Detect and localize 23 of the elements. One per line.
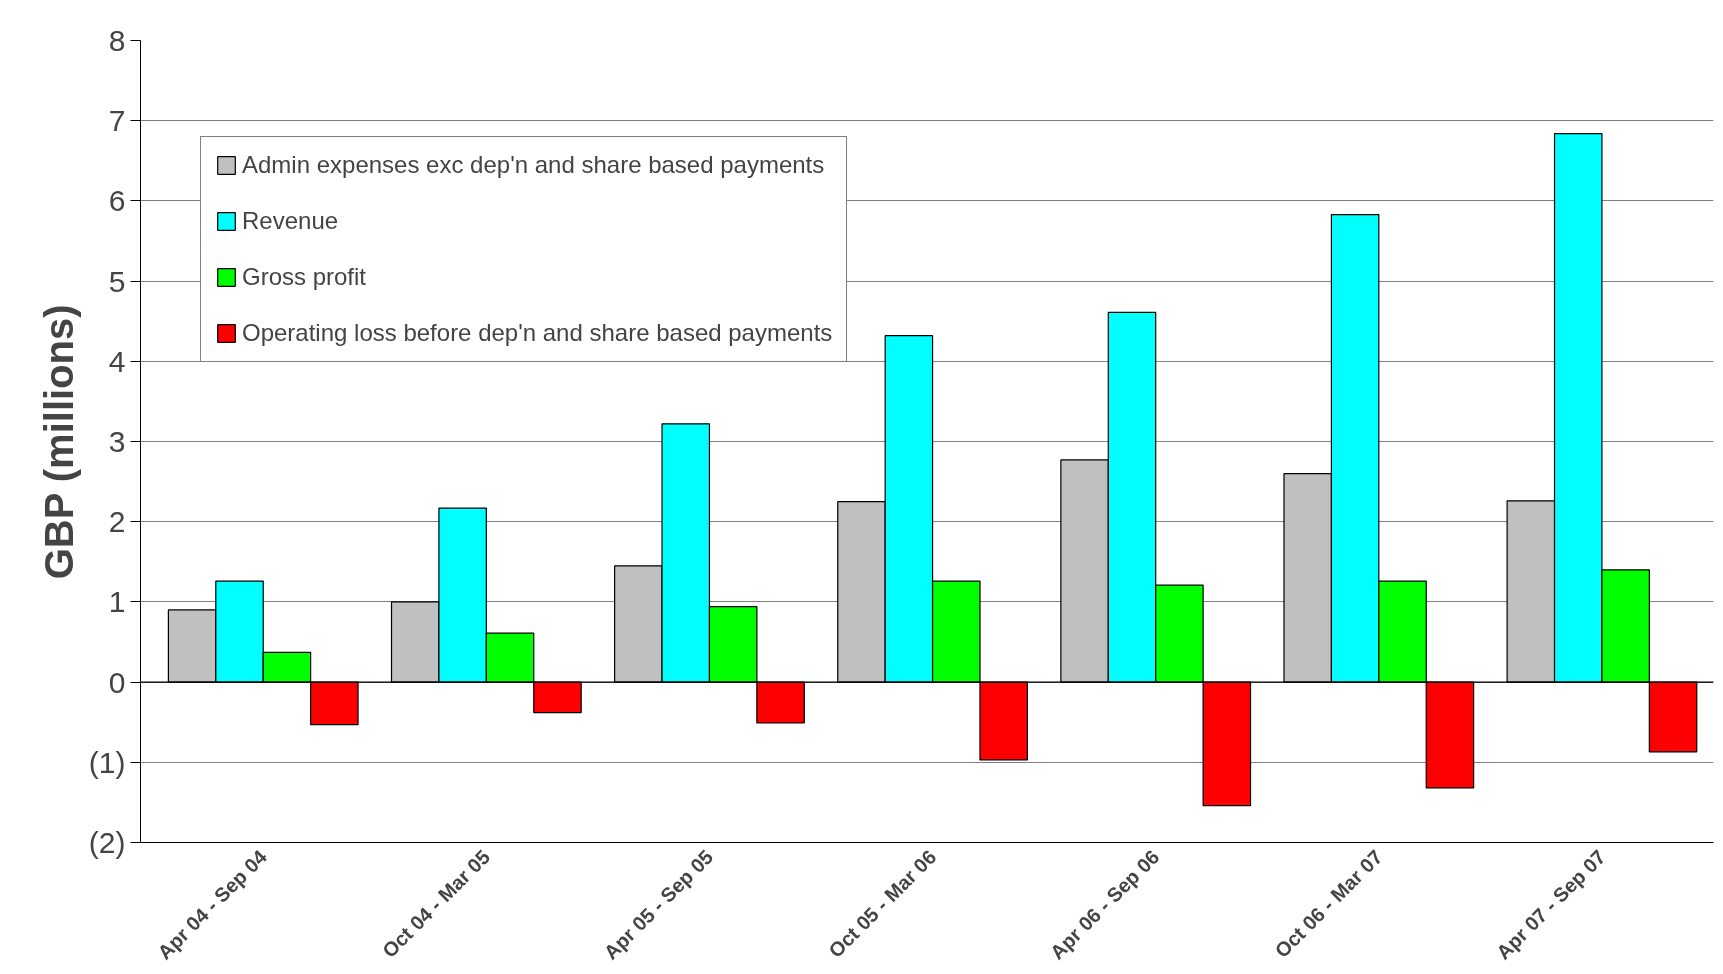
y-tick-label: 2 (108, 505, 126, 539)
y-tick-label: 3 (108, 425, 126, 458)
y-tick-label: 6 (108, 184, 126, 218)
x-tick-label: Oct 05 - Mar 06 (824, 845, 941, 962)
y-tick-label: 7 (108, 104, 126, 138)
y-tick-label: 4 (108, 344, 126, 378)
legend-label: Admin expenses exc dep'n and share based payments (242, 151, 825, 179)
y-tick-label: 0 (108, 665, 126, 699)
legend-label: Gross profit (242, 263, 367, 291)
legend-label: Operating loss before dep'n and share based payments (242, 319, 833, 347)
x-tick-label: Oct 06 - Mar 07 (1270, 845, 1387, 962)
legend-label: Revenue (242, 207, 339, 235)
y-axis-title: GBP (millions) (36, 304, 81, 580)
x-tick-label: Oct 04 - Mar 05 (377, 845, 495, 962)
y-tick-label: 8 (108, 24, 126, 57)
x-tick-label: Apr 07 - Sep 07 (1491, 845, 1610, 964)
x-tick-label: Apr 06 - Sep 06 (1045, 845, 1164, 964)
x-tick-label: Apr 05 - Sep 05 (599, 845, 718, 964)
y-tick-label: 1 (108, 585, 126, 619)
x-tick-label: Apr 04 - Sep 04 (153, 845, 272, 964)
y-tick-label: (2) (88, 826, 126, 859)
y-tick-label: 5 (108, 264, 126, 298)
y-tick-label: (1) (88, 745, 126, 779)
